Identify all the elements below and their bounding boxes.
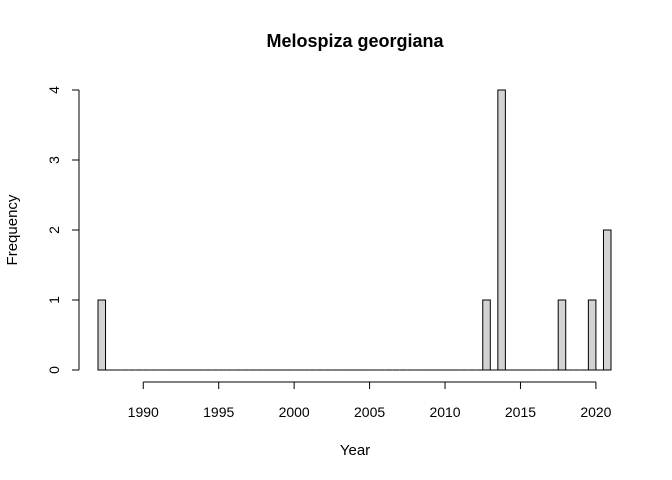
y-tick-label: 4 [46, 86, 62, 94]
histogram-bar [587, 299, 597, 371]
y-tick-label: 3 [46, 156, 62, 164]
histogram-bar [602, 229, 612, 371]
histogram-bar [497, 89, 506, 371]
x-tick-label: 2005 [354, 404, 385, 420]
x-tick-label: 2020 [580, 404, 611, 420]
x-tick-label: 2015 [505, 404, 536, 420]
histogram-bar [557, 299, 567, 371]
x-tick-label: 1995 [203, 404, 234, 420]
chart-title: Melospiza georgiana [266, 31, 444, 51]
y-tick-label: 2 [46, 226, 62, 234]
x-tick-label: 2000 [279, 404, 310, 420]
histogram-bar [97, 299, 107, 371]
x-tick-label: 1990 [128, 404, 159, 420]
x-axis: 1990 1995 2000 2005 2010 2015 2020 [128, 381, 612, 420]
y-axis: 0 1 2 3 4 [46, 86, 80, 374]
x-tick-label: 2010 [429, 404, 460, 420]
y-tick-label: 1 [46, 296, 62, 304]
y-axis-label: Frequency [4, 194, 21, 265]
histogram-bar [482, 299, 491, 371]
x-axis-label: Year [340, 442, 370, 459]
y-tick-label: 0 [46, 366, 62, 374]
bars-group [97, 89, 612, 371]
